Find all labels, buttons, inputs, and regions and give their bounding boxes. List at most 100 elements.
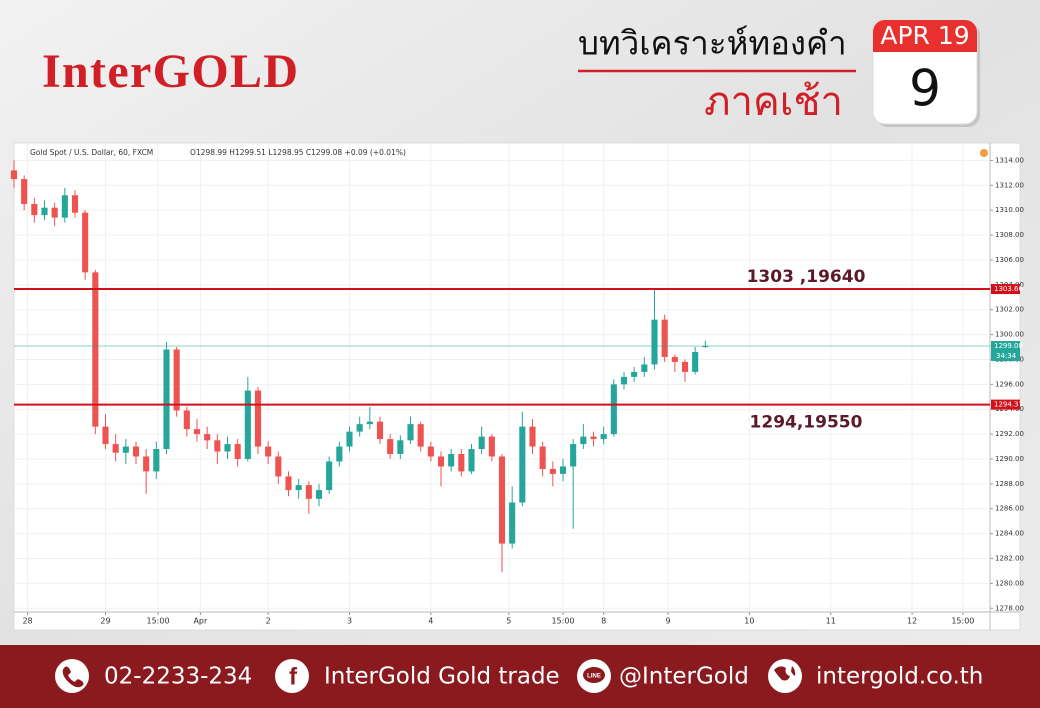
subtitle: ภาคเช้า xyxy=(704,79,843,125)
candle-body xyxy=(224,444,231,452)
level-label: 1294,19550 xyxy=(750,413,863,433)
y-tick-label: 1290.00 xyxy=(995,455,1024,463)
x-tick-label: 11 xyxy=(826,617,836,626)
svg-text:f: f xyxy=(289,663,298,690)
y-tick-label: 1278.00 xyxy=(995,604,1024,612)
candle-body xyxy=(234,444,241,459)
symbol: Gold Spot / U.S. Dollar, 60, FXCM xyxy=(30,148,153,157)
candle-body xyxy=(214,440,221,452)
candle-body xyxy=(336,446,343,462)
candle-body xyxy=(92,272,99,427)
footer xyxy=(0,645,1040,708)
x-tick-label: 15:00 xyxy=(951,617,974,626)
y-tick-label: 1312.00 xyxy=(995,181,1024,189)
candle-body xyxy=(671,356,678,362)
candle-body xyxy=(651,319,658,365)
candle-body xyxy=(71,195,79,213)
candle-body xyxy=(244,390,251,459)
alert-icon xyxy=(980,149,988,157)
x-tick-label: 29 xyxy=(100,617,110,626)
x-tick-label: Apr xyxy=(193,617,208,626)
candle-body xyxy=(417,424,424,447)
x-tick-label: 28 xyxy=(22,617,32,626)
ohlc: O1298.99 H1299.51 L1298.95 C1299.08 +0.0… xyxy=(190,148,406,157)
candle-body xyxy=(610,384,617,435)
candle-body xyxy=(590,436,597,440)
facebook: InterGold Gold trade xyxy=(324,664,560,690)
candle-body xyxy=(661,319,668,357)
y-tick-label: 1280.00 xyxy=(995,579,1024,587)
candle-body xyxy=(122,446,129,453)
candle-body xyxy=(448,454,455,467)
candle-body xyxy=(254,390,262,447)
website: intergold.co.th xyxy=(816,664,983,690)
candle-body xyxy=(468,449,475,472)
candle-body xyxy=(173,349,180,411)
candle-body xyxy=(641,364,648,372)
candle-body xyxy=(376,421,384,440)
y-tick-label: 1292.00 xyxy=(995,430,1024,438)
candle-body xyxy=(681,361,689,372)
phone-icon xyxy=(55,659,89,693)
y-tick-label: 1286.00 xyxy=(995,505,1024,513)
x-tick-label: 8 xyxy=(601,617,606,626)
candle-body xyxy=(387,439,394,455)
candle-body xyxy=(265,446,272,457)
candle-body xyxy=(559,466,567,474)
candle-body xyxy=(41,207,48,216)
candle-body xyxy=(112,444,119,453)
y-tick-label: 1302.00 xyxy=(995,306,1024,314)
level-axis-label: 1303.66 xyxy=(994,285,1023,293)
countdown: 34:34 xyxy=(996,352,1017,360)
calendar-month: APR 19 xyxy=(880,21,969,50)
level-axis-label: 1294.37 xyxy=(994,401,1023,409)
y-tick-label: 1288.00 xyxy=(995,480,1024,488)
candle-body xyxy=(193,429,201,435)
candle-body xyxy=(478,436,485,450)
candle-body xyxy=(183,410,190,430)
candle-body xyxy=(407,424,414,441)
phone: 02-2233-234 xyxy=(104,664,252,690)
candle-body xyxy=(10,170,18,180)
candle-body xyxy=(275,456,282,477)
candle-body xyxy=(427,446,434,457)
x-tick-label: 2 xyxy=(266,617,271,626)
candle-body xyxy=(143,456,150,472)
last-price-label: 1299.08 xyxy=(994,342,1023,350)
y-tick-label: 1284.00 xyxy=(995,530,1024,538)
x-tick-label: 9 xyxy=(666,617,671,626)
candle-body xyxy=(529,426,536,447)
candle-body xyxy=(570,444,577,467)
x-tick-label: 12 xyxy=(907,617,917,626)
x-tick-label: 15:00 xyxy=(551,617,574,626)
y-tick-label: 1296.00 xyxy=(995,380,1024,388)
candle-body xyxy=(458,454,465,472)
candle-body xyxy=(498,456,506,544)
candle-body xyxy=(132,446,140,457)
y-tick-label: 1308.00 xyxy=(995,231,1024,239)
y-tick-label: 1282.00 xyxy=(995,555,1024,563)
level-axis-box xyxy=(991,399,1020,410)
candle-body xyxy=(600,434,607,440)
y-tick-label: 1300.00 xyxy=(995,331,1024,339)
plot xyxy=(10,160,709,573)
facebook-icon: f xyxy=(275,659,309,693)
title: บทวิเคราะห์ทองคำ xyxy=(578,24,847,63)
candle-body xyxy=(539,446,546,469)
candle-body xyxy=(549,468,556,474)
candle-body xyxy=(437,456,445,467)
candle-body xyxy=(285,476,292,491)
candle-body xyxy=(61,195,68,218)
candle-body xyxy=(580,436,587,445)
candle-body xyxy=(82,212,89,273)
candle-body xyxy=(519,426,526,503)
y-tick-label: 1306.00 xyxy=(995,256,1024,264)
candle-body xyxy=(631,371,638,377)
candle-body xyxy=(315,490,323,499)
y-tick-label: 1314.00 xyxy=(995,156,1024,164)
candle-body xyxy=(204,434,211,441)
candle-body xyxy=(51,207,58,218)
candle-body xyxy=(153,449,160,472)
candle-body xyxy=(356,424,363,432)
